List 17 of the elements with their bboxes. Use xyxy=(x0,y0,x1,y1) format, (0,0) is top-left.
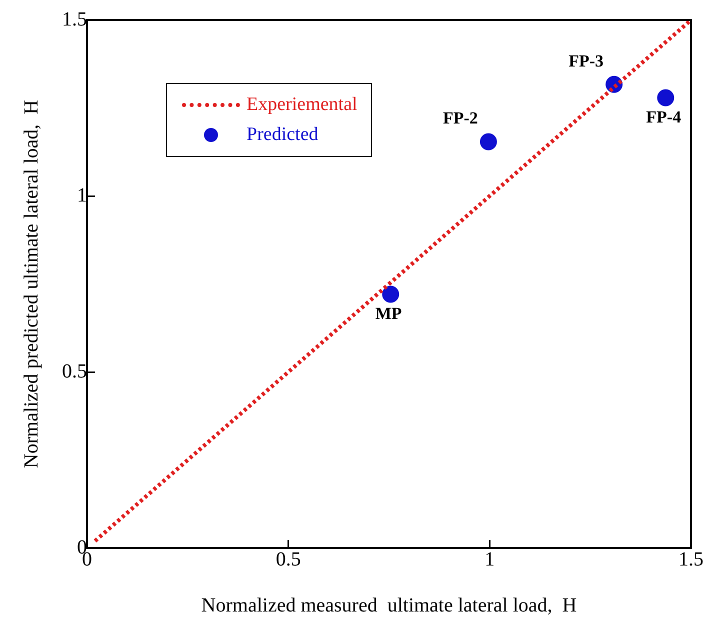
annotation: FP-2 xyxy=(442,108,478,128)
x-axis-title: Normalized measured ultimate lateral load, H xyxy=(201,594,577,616)
annotation: FP-3 xyxy=(568,51,604,70)
point xyxy=(382,286,400,303)
point xyxy=(480,133,497,150)
legend-label: Experiemental xyxy=(246,93,358,118)
annotation: FP-4 xyxy=(646,108,682,127)
annotation: MP xyxy=(375,304,402,324)
point xyxy=(657,89,674,106)
legend-label: Predicted xyxy=(246,123,318,148)
y-tick-label: 1 xyxy=(77,184,87,206)
y-tick-label: 1.5 xyxy=(62,8,87,30)
x-tick-label: 1 xyxy=(484,548,495,570)
x-tick-label: 0.5 xyxy=(276,548,301,570)
x-tick-label: 1.5 xyxy=(678,548,704,570)
y-axis-title: Normalized predicted ultimate lateral load, H xyxy=(20,100,42,468)
y-tick-label: 0.5 xyxy=(62,360,87,382)
